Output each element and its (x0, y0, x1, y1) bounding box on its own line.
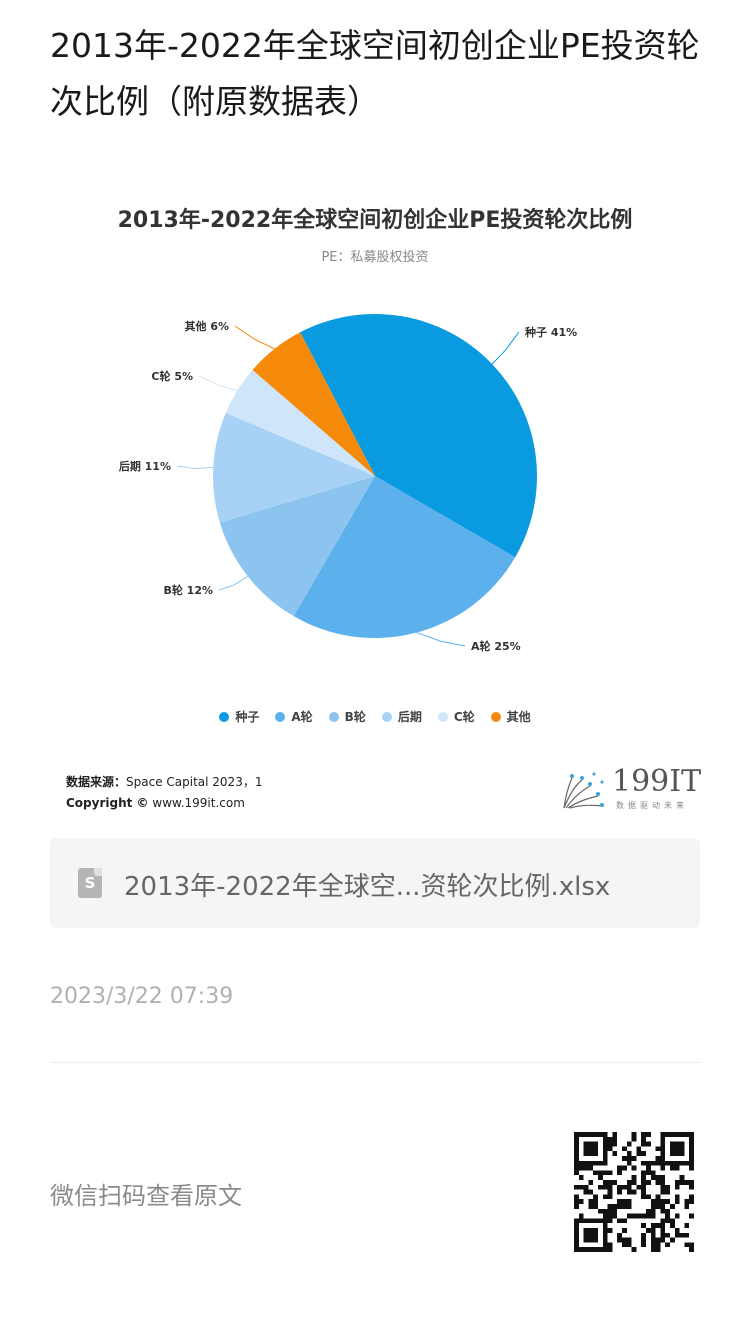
source-label: 数据来源： (66, 775, 127, 789)
chart-subtitle: PE：私募股权投资 (321, 250, 429, 265)
pie-data-label-1: A轮 25% (471, 639, 521, 653)
pie-slice-1 (293, 476, 516, 638)
publish-timestamp: 2023/3/22 07:39 (50, 984, 234, 1009)
divider (50, 1062, 700, 1063)
chart-legend: 种子 A轮 B轮 后期 C轮 其他 (50, 708, 700, 725)
chart-title: 2013年-2022年全球空间初创企业PE投资轮次比例 (117, 208, 633, 233)
legend-dot-icon (328, 711, 339, 722)
pie-data-label-2: B轮 12% (163, 583, 213, 597)
legend-item-1: A轮 (275, 708, 313, 725)
legend-label: C轮 (453, 710, 475, 724)
pie-leader-line-4 (198, 375, 238, 391)
pie-leader-line-0 (491, 331, 520, 365)
legend-dot-icon (275, 711, 286, 722)
pie-slice-3 (213, 412, 375, 523)
legend-dot-icon (219, 711, 230, 722)
source-text: Space Capital 2023，1 (126, 775, 263, 789)
copyright-label: Copyright © (66, 796, 149, 810)
pie-leader-line-2 (218, 575, 249, 591)
pie-data-label-3: 后期 11% (119, 459, 171, 473)
pie-data-label-4: C轮 5% (151, 369, 193, 383)
pie-data-label-0: 种子 41% (524, 325, 577, 339)
attachment-card[interactable]: S 2013年-2022年全球空...资轮次比例.xlsx (50, 838, 700, 928)
legend-label: A轮 (291, 710, 313, 724)
legend-dot-icon (437, 711, 448, 722)
pie-leader-line-5 (234, 325, 275, 350)
article-title: 2013年-2022年全球空间初创企业PE投资轮次比例（附原数据表） (50, 26, 700, 121)
legend-label: 种子 (235, 710, 260, 724)
dandelion-logo-icon (563, 772, 604, 809)
pie-slice-5 (252, 332, 375, 476)
attachment-file-name[interactable]: 2013年-2022年全球空...资轮次比例.xlsx (124, 872, 611, 902)
legend-label: 后期 (397, 710, 422, 724)
chart-source: 数据来源：Space Capital 2023，1 Copyright © ww… (66, 772, 262, 814)
legend-label: B轮 (344, 710, 366, 724)
pie-leader-line-1 (416, 632, 466, 647)
brand-logo: 199IT 数据驱动未来 (558, 764, 702, 814)
legend-dot-icon (381, 711, 392, 722)
pie-data-label-5: 其他 6% (184, 319, 229, 333)
pie-leader-line-3 (176, 465, 214, 470)
spreadsheet-file-icon: S (78, 868, 102, 898)
brand-name: 199IT (612, 764, 702, 799)
legend-item-3: 后期 (381, 708, 422, 725)
legend-item-4: C轮 (437, 708, 475, 725)
legend-label: 其他 (506, 710, 531, 724)
copyright-text: www.199it.com (152, 796, 245, 810)
scan-to-view-text: 微信扫码查看原文 (50, 1182, 242, 1210)
qr-code-icon[interactable] (574, 1132, 694, 1252)
brand-tagline: 数据驱动未来 (616, 801, 688, 810)
file-icon-letter: S (84, 874, 96, 892)
legend-item-5: 其他 (490, 708, 531, 725)
pie-chart: 种子 41% A轮 25% B轮 12% 后期 11% C轮 5% 其他 6% (119, 314, 577, 653)
legend-item-2: B轮 (328, 708, 366, 725)
pie-slice-2 (219, 476, 375, 617)
legend-dot-icon (490, 711, 501, 722)
legend-item-0: 种子 (219, 708, 259, 725)
pie-slice-0 (300, 314, 537, 558)
chart-image: 2013年-2022年全球空间初创企业PE投资轮次比例 PE：私募股权投资 种子… (50, 180, 702, 820)
pie-slice-4 (225, 369, 375, 476)
